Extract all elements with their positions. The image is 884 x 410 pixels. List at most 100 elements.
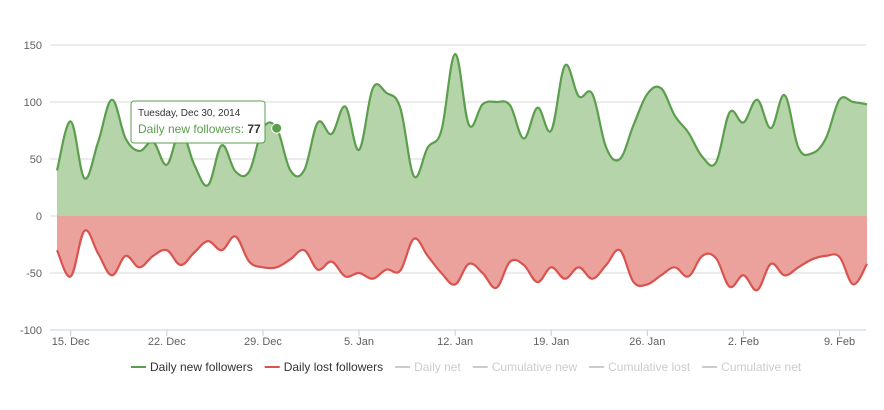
data-point[interactable] (356, 270, 362, 276)
data-point[interactable] (397, 268, 403, 274)
data-point[interactable] (95, 251, 101, 257)
data-point[interactable] (617, 156, 623, 162)
data-point[interactable] (658, 272, 664, 278)
data-point[interactable] (809, 150, 815, 156)
data-point[interactable] (452, 51, 458, 57)
data-point[interactable] (521, 262, 527, 268)
data-point[interactable] (54, 167, 60, 173)
data-point[interactable] (287, 256, 293, 262)
data-point[interactable] (480, 101, 486, 107)
data-point[interactable] (672, 113, 678, 119)
data-point[interactable] (342, 104, 348, 110)
data-point[interactable] (274, 264, 280, 270)
legend-item[interactable]: Daily lost followers (264, 360, 383, 374)
highlighted-point[interactable] (271, 122, 283, 134)
data-point[interactable] (205, 238, 211, 244)
data-point[interactable] (644, 281, 650, 287)
data-point[interactable] (123, 253, 129, 259)
data-point[interactable] (795, 264, 801, 270)
data-point[interactable] (136, 264, 142, 270)
data-point[interactable] (452, 281, 458, 287)
data-point[interactable] (95, 139, 101, 145)
data-point[interactable] (493, 99, 499, 105)
data-point[interactable] (589, 276, 595, 282)
data-point[interactable] (837, 254, 843, 260)
data-point[interactable] (507, 259, 513, 265)
data-point[interactable] (68, 273, 74, 279)
data-point[interactable] (507, 102, 513, 108)
data-point[interactable] (658, 85, 664, 91)
data-point[interactable] (150, 253, 156, 259)
data-point[interactable] (81, 228, 87, 234)
data-point[interactable] (713, 255, 719, 261)
data-point[interactable] (576, 93, 582, 99)
series-line-0[interactable] (55, 52, 868, 187)
data-point[interactable] (232, 234, 238, 240)
data-point[interactable] (795, 145, 801, 151)
data-point[interactable] (521, 135, 527, 141)
data-point[interactable] (837, 97, 843, 103)
data-point[interactable] (699, 154, 705, 160)
data-point[interactable] (480, 270, 486, 276)
data-point[interactable] (754, 287, 760, 293)
data-point[interactable] (740, 272, 746, 278)
data-point[interactable] (191, 162, 197, 168)
data-point[interactable] (246, 259, 252, 265)
data-point[interactable] (740, 120, 746, 126)
data-point[interactable] (535, 279, 541, 285)
data-point[interactable] (370, 276, 376, 282)
data-point[interactable] (370, 85, 376, 91)
legend-item[interactable]: Cumulative lost (589, 360, 691, 374)
data-point[interactable] (631, 279, 637, 285)
series-line-1[interactable] (55, 229, 868, 292)
data-point[interactable] (713, 159, 719, 165)
data-point[interactable] (686, 273, 692, 279)
data-point[interactable] (315, 120, 321, 126)
data-point[interactable] (287, 167, 293, 173)
data-point[interactable] (686, 130, 692, 136)
data-point[interactable] (232, 169, 238, 175)
data-point[interactable] (576, 264, 582, 270)
data-point[interactable] (850, 281, 856, 287)
data-point[interactable] (589, 91, 595, 97)
data-point[interactable] (411, 173, 417, 179)
data-point[interactable] (438, 270, 444, 276)
data-point[interactable] (315, 267, 321, 273)
data-point[interactable] (383, 90, 389, 96)
data-point[interactable] (493, 285, 499, 291)
legend-item[interactable]: Daily net (395, 360, 461, 374)
data-point[interactable] (329, 259, 335, 265)
data-point[interactable] (329, 131, 335, 137)
data-point[interactable] (535, 105, 541, 111)
data-point[interactable] (809, 256, 815, 262)
data-point[interactable] (768, 261, 774, 267)
data-point[interactable] (782, 92, 788, 98)
data-point[interactable] (823, 135, 829, 141)
data-point[interactable] (54, 247, 60, 253)
data-point[interactable] (342, 273, 348, 279)
data-point[interactable] (768, 125, 774, 131)
data-point[interactable] (301, 247, 307, 253)
data-point[interactable] (164, 247, 170, 253)
data-point[interactable] (699, 253, 705, 259)
legend-item[interactable]: Cumulative new (472, 360, 578, 374)
data-point[interactable] (754, 97, 760, 103)
data-point[interactable] (548, 264, 554, 270)
data-point[interactable] (603, 145, 609, 151)
data-point[interactable] (411, 236, 417, 242)
data-point[interactable] (864, 101, 870, 107)
data-point[interactable] (782, 272, 788, 278)
data-point[interactable] (864, 261, 870, 267)
data-point[interactable] (397, 105, 403, 111)
data-point[interactable] (438, 128, 444, 134)
data-point[interactable] (68, 118, 74, 124)
data-point[interactable] (644, 91, 650, 97)
data-point[interactable] (727, 109, 733, 115)
data-point[interactable] (383, 267, 389, 273)
legend-item[interactable]: Daily new followers (131, 360, 253, 374)
data-point[interactable] (617, 247, 623, 253)
data-point[interactable] (109, 97, 115, 103)
data-point[interactable] (631, 122, 637, 128)
data-point[interactable] (123, 135, 129, 141)
data-point[interactable] (562, 63, 568, 69)
